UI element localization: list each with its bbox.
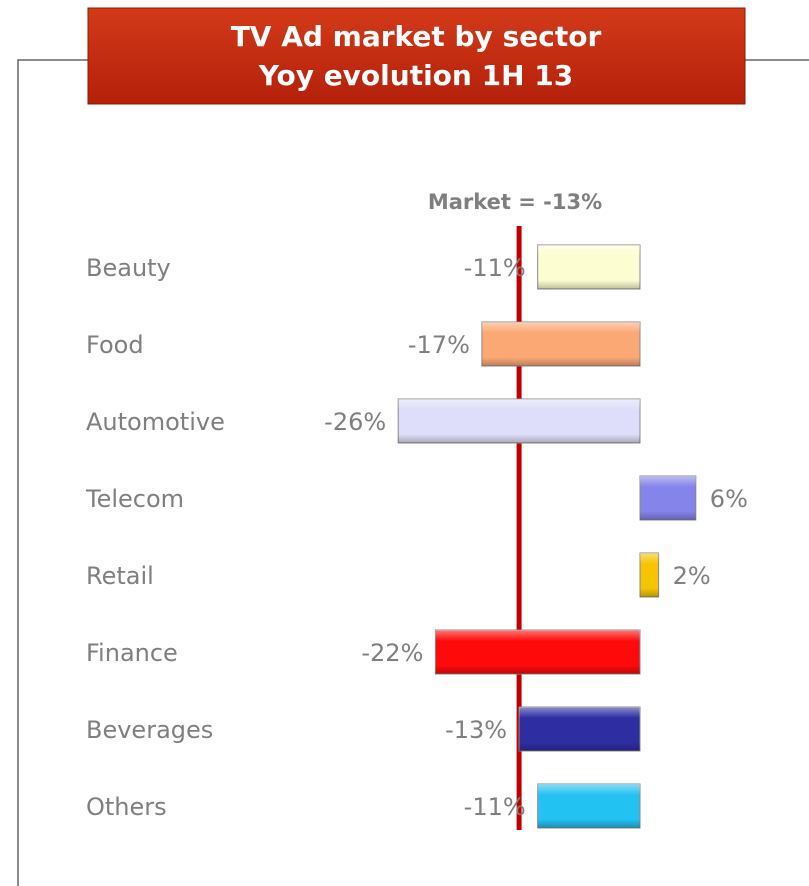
- value-label: -26%: [324, 408, 386, 436]
- value-label: -11%: [464, 793, 526, 821]
- bar-shine: [435, 630, 640, 674]
- category-label: Finance: [86, 639, 178, 667]
- chart-title: TV Ad market by sector: [231, 20, 602, 53]
- chart-subtitle: Yoy evolution 1H 13: [258, 59, 573, 92]
- bar-shine: [537, 245, 640, 289]
- category-label: Food: [86, 331, 144, 359]
- category-label: Beverages: [86, 716, 213, 744]
- value-label: -11%: [464, 254, 526, 282]
- bar-shine: [537, 784, 640, 828]
- category-label: Others: [86, 793, 167, 821]
- category-label: Automotive: [86, 408, 225, 436]
- category-label: Beauty: [86, 254, 171, 282]
- market-label: Market = -13%: [428, 190, 602, 214]
- value-label: 6%: [710, 485, 748, 513]
- frame: [17, 59, 809, 886]
- value-label: -13%: [445, 716, 507, 744]
- bar-shine: [640, 476, 696, 520]
- value-label: -17%: [408, 331, 470, 359]
- value-label: -22%: [361, 639, 423, 667]
- bar-shine: [398, 399, 640, 443]
- value-label: 2%: [673, 562, 711, 590]
- category-label: Telecom: [85, 485, 184, 513]
- bar-shine: [519, 707, 640, 751]
- category-label: Retail: [86, 562, 154, 590]
- bar-shine: [481, 322, 640, 366]
- title-box: [87, 7, 746, 105]
- bar-shine: [640, 553, 659, 597]
